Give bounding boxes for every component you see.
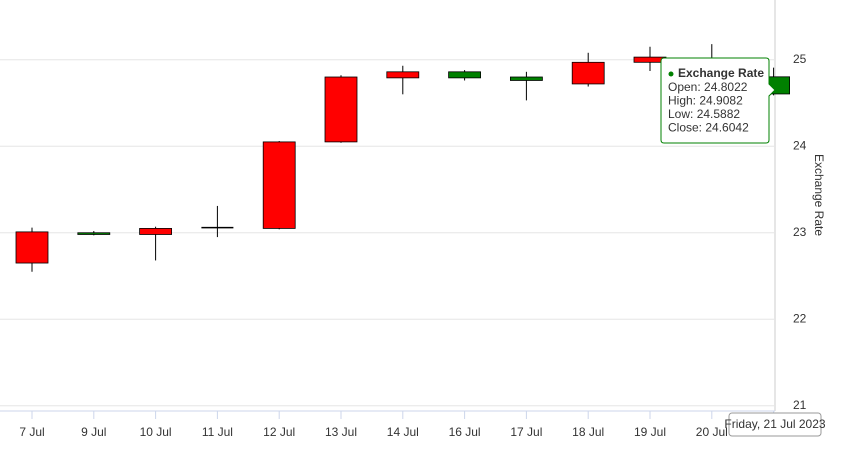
tooltip-line: High: 24.9082 bbox=[668, 94, 743, 108]
candle-body bbox=[139, 228, 173, 235]
tooltip-label: Close: bbox=[668, 121, 702, 135]
x-tick-label: 9 Jul bbox=[81, 425, 106, 439]
x-tick-label: 20 Jul bbox=[696, 425, 728, 439]
tooltip-value: 24.6042 bbox=[705, 121, 749, 135]
y-tick-label: 24 bbox=[793, 138, 807, 152]
x-tick-label: 17 Jul bbox=[510, 425, 542, 439]
y-tick-label: 21 bbox=[793, 398, 807, 412]
tooltip-label: High: bbox=[668, 94, 696, 108]
candle-body bbox=[509, 76, 543, 81]
crosshair-label-text: Friday, 21 Jul 2023 bbox=[724, 417, 825, 431]
tooltip-value: 24.5882 bbox=[697, 107, 741, 121]
x-tick-label: 13 Jul bbox=[325, 425, 357, 439]
tooltip-label: Low: bbox=[668, 107, 693, 121]
x-tick-label: 16 Jul bbox=[449, 425, 481, 439]
candle-body bbox=[324, 76, 358, 143]
candle-body bbox=[262, 141, 296, 229]
tooltip-line: Low: 24.5882 bbox=[668, 107, 740, 121]
crosshair-label-box bbox=[728, 412, 822, 437]
crosshair-label: Friday, 21 Jul 2023 bbox=[724, 412, 826, 437]
y-tick-label: 25 bbox=[793, 52, 807, 66]
x-tick-label: 12 Jul bbox=[263, 425, 295, 439]
candle-body bbox=[15, 231, 49, 264]
y-axis-title: Exchange Rate bbox=[812, 154, 826, 236]
y-tick-label: 23 bbox=[793, 225, 807, 239]
candle-body bbox=[571, 61, 605, 85]
tooltip-line: Close: 24.6042 bbox=[668, 121, 749, 135]
x-tick-label: 18 Jul bbox=[572, 425, 604, 439]
x-tick-label: 7 Jul bbox=[19, 425, 44, 439]
candle-body bbox=[77, 232, 111, 235]
x-tick-label: 10 Jul bbox=[140, 425, 172, 439]
candle-body bbox=[386, 71, 420, 79]
tooltip-title: Exchange Rate bbox=[678, 66, 764, 80]
tooltip-line: Open: 24.8022 bbox=[668, 80, 748, 94]
y-tick-label: 22 bbox=[793, 311, 807, 325]
tooltip-label: Open: bbox=[668, 80, 701, 94]
x-tick-label: 11 Jul bbox=[202, 425, 233, 439]
x-tick-label: 19 Jul bbox=[634, 425, 666, 439]
tooltip-value: 24.8022 bbox=[704, 80, 748, 94]
tooltip-value: 24.9082 bbox=[699, 94, 743, 108]
tooltip-box bbox=[660, 57, 776, 144]
tooltip-dot bbox=[668, 71, 674, 77]
x-tick-label: 14 Jul bbox=[387, 425, 419, 439]
candle-body bbox=[448, 71, 482, 79]
